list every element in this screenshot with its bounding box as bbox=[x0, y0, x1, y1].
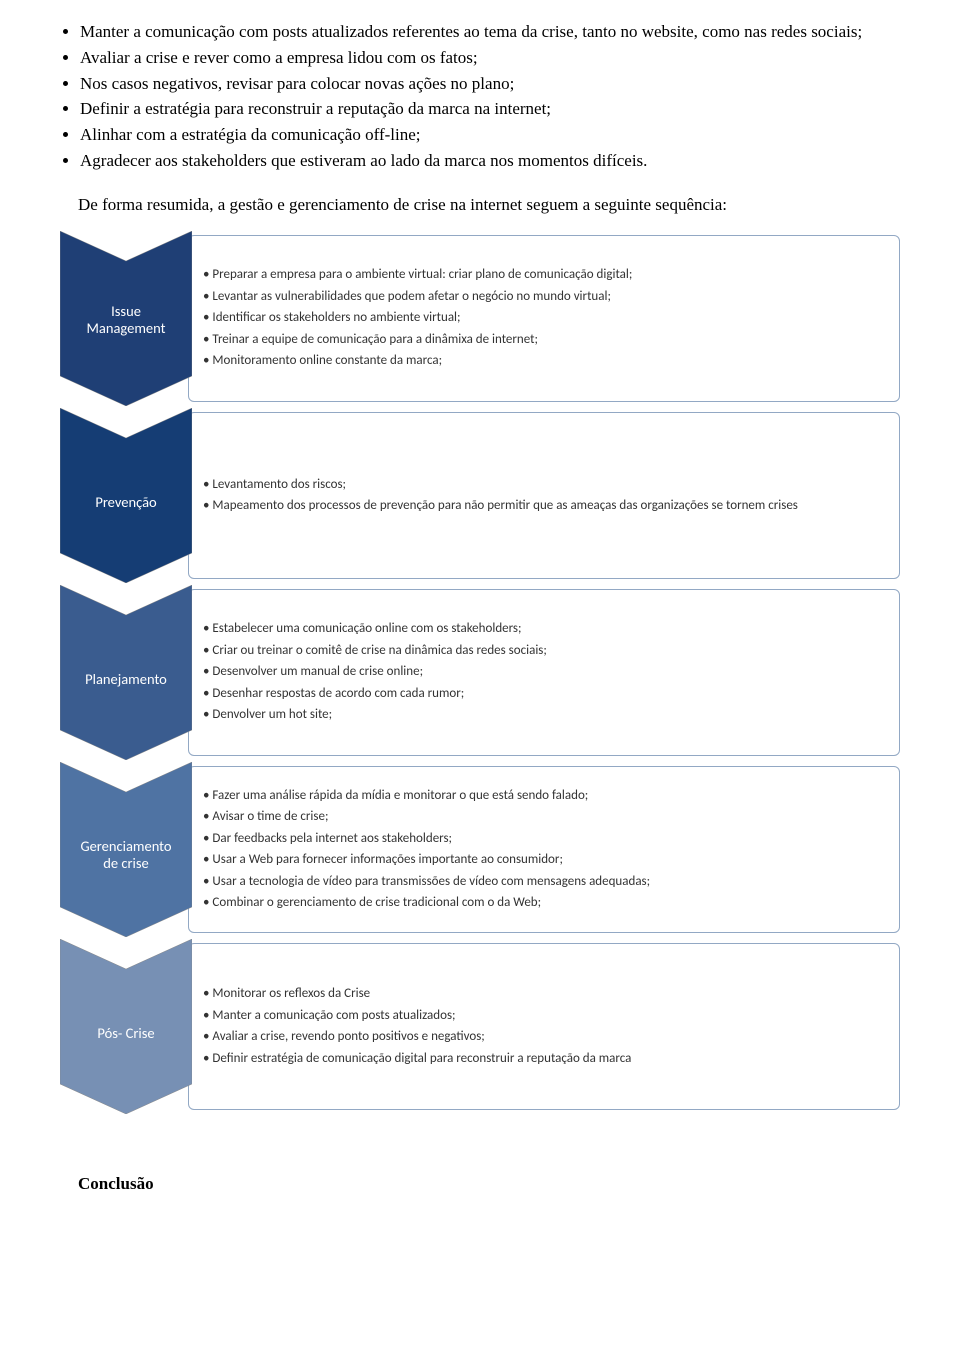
stage-content-box: • Estabelecer uma comunicação online com… bbox=[188, 589, 900, 756]
stage-content-box: • Monitorar os reflexos da Crise• Manter… bbox=[188, 943, 900, 1110]
chevron-shape bbox=[60, 231, 192, 411]
stage-content-item: • Desenhar respostas de acordo com cada … bbox=[203, 684, 885, 704]
stage-row: Prevenção• Levantamento dos riscos;• Map… bbox=[60, 408, 900, 583]
process-diagram: IssueManagement • Preparar a empresa para… bbox=[60, 231, 900, 1114]
stage-content-item: • Denvolver um hot site; bbox=[203, 705, 885, 725]
intro-paragraph: De forma resumida, a gestão e gerenciame… bbox=[78, 193, 900, 217]
top-bullet-item: Manter a comunicação com posts atualizad… bbox=[80, 20, 900, 44]
stage-content-box: • Fazer uma análise rápida da mídia e mo… bbox=[188, 766, 900, 933]
stage-row: IssueManagement • Preparar a empresa para… bbox=[60, 231, 900, 406]
stage-content-item: • Combinar o gerenciamento de crise trad… bbox=[203, 893, 885, 913]
stage-content-item: • Desenvolver um manual de crise online; bbox=[203, 662, 885, 682]
stage-content-box: • Preparar a empresa para o ambiente vir… bbox=[188, 235, 900, 402]
top-bullet-item: Definir a estratégia para reconstruir a … bbox=[80, 97, 900, 121]
stage-row: Pós- Crise• Monitorar os reflexos da Cri… bbox=[60, 939, 900, 1114]
stage-content-item: • Definir estratégia de comunicação digi… bbox=[203, 1049, 885, 1069]
stage-content-item: • Avaliar a crise, revendo ponto positiv… bbox=[203, 1027, 885, 1047]
top-bullet-item: Avaliar a crise e rever como a empresa l… bbox=[80, 46, 900, 70]
stage-content-item: • Treinar a equipe de comunicação para a… bbox=[203, 330, 885, 350]
stage-content-item: • Estabelecer uma comunicação online com… bbox=[203, 619, 885, 639]
stage-content-item: • Fazer uma análise rápida da mídia e mo… bbox=[203, 786, 885, 806]
chevron-wrap: Prevenção bbox=[60, 408, 192, 583]
stage-content-item: • Levantar as vulnerabilidades que podem… bbox=[203, 287, 885, 307]
stage-content-item: • Usar a Web para fornecer informações i… bbox=[203, 850, 885, 870]
chevron-shape bbox=[60, 939, 192, 1119]
top-bullet-item: Alinhar com a estratégia da comunicação … bbox=[80, 123, 900, 147]
top-bullet-item: Nos casos negativos, revisar para coloca… bbox=[80, 72, 900, 96]
stage-content-item: • Criar ou treinar o comitê de crise na … bbox=[203, 641, 885, 661]
stage-content-item: • Avisar o time de crise; bbox=[203, 807, 885, 827]
chevron-wrap: Gerenciamentode crise bbox=[60, 762, 192, 937]
stage-content-item: • Mapeamento dos processos de prevenção … bbox=[203, 496, 885, 516]
stage-row: Gerenciamentode crise • Fazer uma análise… bbox=[60, 762, 900, 937]
chevron-wrap: Pós- Crise bbox=[60, 939, 192, 1114]
stage-content-item: • Levantamento dos riscos; bbox=[203, 475, 885, 495]
top-bullet-item: Agradecer aos stakeholders que estiveram… bbox=[80, 149, 900, 173]
stage-content-item: • Usar a tecnologia de vídeo para transm… bbox=[203, 872, 885, 892]
chevron-wrap: Planejamento bbox=[60, 585, 192, 760]
stage-row: Planejamento • Estabelecer uma comunicaçã… bbox=[60, 585, 900, 760]
stage-content-item: • Identificar os stakeholders no ambient… bbox=[203, 308, 885, 328]
stage-content-item: • Manter a comunicação com posts atualiz… bbox=[203, 1006, 885, 1026]
chevron-wrap: IssueManagement bbox=[60, 231, 192, 406]
stage-content-item: • Monitorar os reflexos da Crise bbox=[203, 984, 885, 1004]
stage-content-box: • Levantamento dos riscos;• Mapeamento d… bbox=[188, 412, 900, 579]
stage-content-item: • Dar feedbacks pela internet aos stakeh… bbox=[203, 829, 885, 849]
conclusion-heading: Conclusão bbox=[78, 1174, 900, 1194]
top-bullet-list: Manter a comunicação com posts atualizad… bbox=[60, 20, 900, 173]
chevron-shape bbox=[60, 762, 192, 942]
stage-content-item: • Preparar a empresa para o ambiente vir… bbox=[203, 265, 885, 285]
chevron-shape bbox=[60, 408, 192, 588]
chevron-shape bbox=[60, 585, 192, 765]
stage-content-item: • Monitoramento online constante da marc… bbox=[203, 351, 885, 371]
